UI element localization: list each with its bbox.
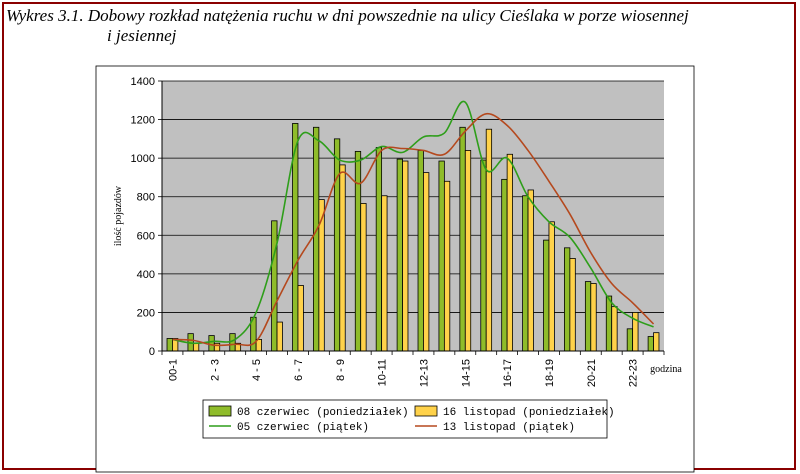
x-tick-label: 10-11 <box>377 359 389 386</box>
legend-label: 16 listopad (poniedziałek) <box>443 407 615 419</box>
legend-label: 05 czerwiec (piątek) <box>237 422 369 434</box>
bar-czerwiec-08 <box>543 239 550 352</box>
bar-listopad-16 <box>192 342 200 352</box>
bar-czerwiec-08 <box>354 150 362 352</box>
bar-listopad-16 <box>527 189 534 352</box>
bar-listopad-16 <box>590 283 597 352</box>
plot-background <box>162 81 664 351</box>
legend-swatch <box>208 405 232 417</box>
y-tick-label: 1200 <box>131 115 155 127</box>
bar-listopad-16 <box>360 203 367 352</box>
bar-listopad-16 <box>402 160 409 352</box>
bar-listopad-16 <box>653 332 660 352</box>
bar-czerwiec-08 <box>501 178 508 352</box>
x-tick-label: 18-19 <box>544 359 556 387</box>
chart-title: Wykres 3.1. Dobowy rozkład natężenia ruc… <box>6 6 792 46</box>
bar-czerwiec-08 <box>564 247 571 352</box>
bar-czerwiec-08 <box>626 328 634 352</box>
x-tick-label: 20-21 <box>586 359 598 387</box>
bar-czerwiec-08 <box>208 335 215 352</box>
legend-box <box>202 399 608 439</box>
bar-listopad-16 <box>276 321 283 352</box>
y-axis-title: ilość pojazdów <box>113 185 124 246</box>
chart-title-line2: i jesiennej <box>107 26 177 45</box>
chart-title-prefix: Wykres 3.1. <box>6 6 84 25</box>
bar-czerwiec-08 <box>333 138 341 352</box>
y-tick-label: 1000 <box>131 153 155 165</box>
bar-listopad-16 <box>485 128 493 352</box>
x-tick-label: 14-15 <box>460 359 472 387</box>
line-listopad-13 <box>172 112 655 347</box>
bar-czerwiec-08 <box>396 158 403 352</box>
bar-listopad-16 <box>381 195 388 352</box>
x-tick-label: 8 - 9 <box>335 359 347 381</box>
y-tick-label: 800 <box>137 192 155 204</box>
bar-czerwiec-08 <box>459 126 466 352</box>
y-tick-label: 600 <box>137 230 155 242</box>
bar-listopad-16 <box>548 221 555 352</box>
x-tick-label: 6 - 7 <box>293 359 305 381</box>
bar-czerwiec-08 <box>584 281 592 352</box>
x-tick-label: 16-17 <box>502 359 514 387</box>
legend-swatch <box>414 405 438 417</box>
bar-czerwiec-08 <box>438 160 445 352</box>
bar-listopad-16 <box>339 164 346 352</box>
bar-listopad-16 <box>569 258 576 352</box>
y-tick-label: 400 <box>137 269 155 281</box>
bar-czerwiec-08 <box>375 147 383 352</box>
bar-listopad-16 <box>464 150 472 352</box>
bar-czerwiec-08 <box>480 159 487 352</box>
bar-czerwiec-08 <box>229 333 236 352</box>
bar-czerwiec-08 <box>271 220 278 352</box>
bar-czerwiec-08 <box>522 195 529 352</box>
bar-czerwiec-08 <box>313 126 320 352</box>
bar-listopad-16 <box>213 342 221 352</box>
x-tick-label: 12-13 <box>418 359 430 387</box>
bar-listopad-16 <box>611 306 618 352</box>
x-tick-label: 00-1 <box>167 359 179 381</box>
bar-czerwiec-08 <box>166 338 173 352</box>
legend-label: 13 listopad (piątek) <box>443 422 575 434</box>
bar-listopad-16 <box>423 172 430 352</box>
y-tick-label: 0 <box>149 346 155 358</box>
legend-label: 08 czerwiec (poniedziałek) <box>237 407 409 419</box>
bar-czerwiec-08 <box>647 336 654 352</box>
bar-listopad-16 <box>443 180 451 352</box>
chart-title-line1: Dobowy rozkład natężenia ruchu w dni pow… <box>87 6 689 25</box>
y-tick-label: 200 <box>137 307 155 319</box>
bar-listopad-16 <box>506 153 513 352</box>
x-tick-label: 4 - 5 <box>251 359 263 381</box>
bar-czerwiec-08 <box>417 150 424 352</box>
y-tick-label: 1400 <box>131 76 155 88</box>
bar-listopad-16 <box>297 285 304 352</box>
bar-czerwiec-08 <box>605 295 613 352</box>
x-tick-label: 2 - 3 <box>209 359 221 381</box>
x-tick-label: 22-23 <box>628 359 640 387</box>
x-axis-title: godzina <box>650 364 682 375</box>
